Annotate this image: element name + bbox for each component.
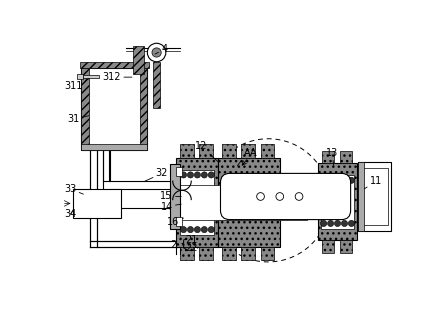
Bar <box>180 185 307 220</box>
Bar <box>133 46 144 74</box>
Bar <box>77 74 83 79</box>
Bar <box>140 68 148 150</box>
Bar <box>358 162 391 231</box>
Bar <box>241 247 255 260</box>
Bar <box>340 151 352 163</box>
Circle shape <box>187 172 194 178</box>
Bar <box>318 163 357 241</box>
Text: 11: 11 <box>365 176 382 189</box>
Bar <box>153 62 160 108</box>
Circle shape <box>194 226 201 233</box>
Circle shape <box>321 177 327 184</box>
Circle shape <box>180 172 187 178</box>
Text: A: A <box>242 147 256 165</box>
Bar <box>83 75 99 78</box>
Text: 34: 34 <box>64 209 77 219</box>
Bar <box>176 158 218 247</box>
Bar <box>222 144 236 158</box>
Bar <box>176 216 182 226</box>
Bar <box>80 62 149 68</box>
Bar <box>180 144 194 158</box>
Text: 311: 311 <box>64 79 89 91</box>
Bar <box>199 144 213 158</box>
Circle shape <box>342 177 348 184</box>
Text: 12: 12 <box>195 141 218 162</box>
Circle shape <box>348 177 354 184</box>
Bar <box>322 241 334 253</box>
Bar <box>176 167 182 176</box>
Circle shape <box>256 193 264 200</box>
Bar <box>340 241 352 253</box>
Circle shape <box>276 193 284 200</box>
Text: {: { <box>180 238 187 248</box>
Text: 13: 13 <box>326 147 338 166</box>
Bar <box>180 170 214 235</box>
Circle shape <box>334 220 341 226</box>
Bar <box>180 247 194 260</box>
Text: 22: 22 <box>185 243 198 253</box>
Text: A: A <box>237 147 251 166</box>
Circle shape <box>187 226 194 233</box>
Bar <box>74 189 121 218</box>
Circle shape <box>208 172 214 178</box>
Circle shape <box>295 193 303 200</box>
Text: 4: 4 <box>155 44 167 54</box>
Bar <box>322 151 334 163</box>
Text: 31: 31 <box>67 115 89 125</box>
Text: 15: 15 <box>160 192 181 202</box>
Text: 312: 312 <box>103 72 132 82</box>
Bar <box>199 247 213 260</box>
Bar <box>218 158 280 247</box>
Bar <box>81 144 148 150</box>
Text: 16: 16 <box>167 217 183 227</box>
Bar <box>260 144 274 158</box>
Circle shape <box>334 177 341 184</box>
Circle shape <box>194 172 201 178</box>
Text: 14: 14 <box>160 202 181 212</box>
Bar <box>171 164 180 229</box>
Circle shape <box>201 226 207 233</box>
Circle shape <box>148 43 166 62</box>
Text: 32: 32 <box>145 168 168 181</box>
Circle shape <box>208 226 214 233</box>
Bar <box>321 175 354 229</box>
Bar <box>358 162 365 231</box>
Text: 33: 33 <box>64 184 83 194</box>
Bar <box>361 168 388 225</box>
Bar <box>222 247 236 260</box>
Bar <box>81 68 89 150</box>
Text: 2: 2 <box>171 240 177 250</box>
Circle shape <box>327 177 334 184</box>
FancyBboxPatch shape <box>221 173 350 220</box>
Circle shape <box>201 172 207 178</box>
Bar <box>241 144 255 158</box>
Bar <box>260 247 274 260</box>
Circle shape <box>152 48 161 57</box>
Text: 21: 21 <box>185 235 198 245</box>
Circle shape <box>321 220 327 226</box>
Circle shape <box>348 220 354 226</box>
Circle shape <box>342 220 348 226</box>
Circle shape <box>180 226 187 233</box>
Bar <box>81 68 148 150</box>
Circle shape <box>327 220 334 226</box>
